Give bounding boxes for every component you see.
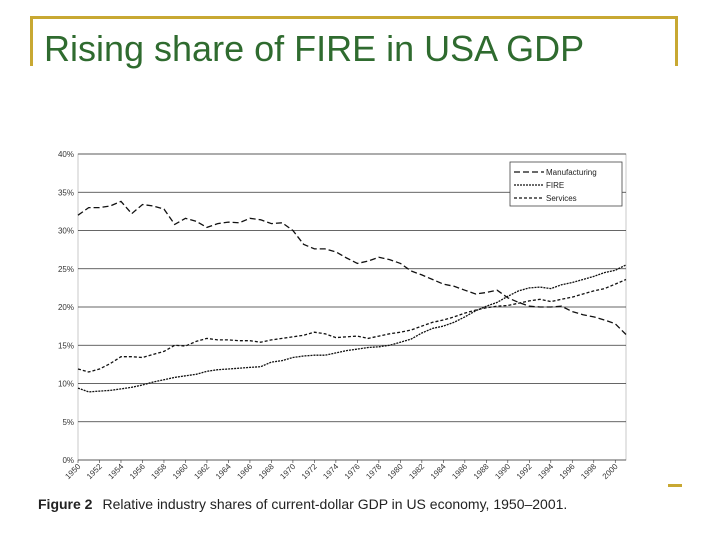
x-tick-label: 1962 (192, 462, 211, 481)
x-tick-label: 1972 (300, 462, 319, 481)
series-line-fire (77, 264, 627, 393)
figure-caption-text: Relative industry shares of current-doll… (102, 496, 568, 512)
x-tick-label: 1960 (171, 462, 190, 481)
series-line-manufacturing (77, 200, 627, 335)
legend-box (509, 161, 623, 207)
x-tick-label: 1974 (321, 462, 340, 481)
x-tick-label: 2000 (601, 462, 620, 481)
x-tick-label: 1986 (450, 462, 469, 481)
x-tick-label: 1978 (364, 462, 383, 481)
slide-title: Rising share of FIRE in USA GDP (44, 28, 585, 69)
x-tick-label: 1968 (257, 462, 276, 481)
series-line-services (77, 278, 627, 373)
x-tick-label: 1990 (493, 462, 512, 481)
y-tick-label: 0% (62, 456, 74, 465)
title-frame-left-rule (30, 16, 33, 66)
legend-label: FIRE (546, 181, 564, 190)
x-tick-label: 1956 (128, 462, 147, 481)
y-tick-label: 10% (58, 380, 74, 389)
x-tick-label: 1976 (343, 462, 362, 481)
x-tick-label: 1954 (106, 462, 125, 481)
y-tick-label: 20% (58, 303, 74, 312)
x-tick-label: 1966 (235, 462, 254, 481)
legend-label: Services (546, 194, 577, 203)
title-frame-right-rule (675, 16, 678, 66)
x-tick-label: 1958 (149, 462, 168, 481)
x-tick-label: 1996 (558, 462, 577, 481)
x-tick-label: 1994 (536, 462, 555, 481)
figure-label: Figure 2 (38, 496, 93, 512)
y-tick-label: 5% (62, 418, 74, 427)
x-tick-label: 1964 (214, 462, 233, 481)
title-frame-top-rule (30, 16, 678, 19)
chart-container: 0% 5% 10% 15% 20% 25% 30% 35% 40% 1950 1952 1954 195… (36, 140, 646, 500)
y-tick-label: 25% (58, 265, 74, 274)
x-tick-label: 1984 (429, 462, 448, 481)
x-tick-label: 1992 (515, 462, 534, 481)
y-tick-label: 15% (58, 341, 74, 350)
slide-corner-accent (668, 484, 682, 487)
x-tick-label: 1982 (407, 462, 426, 481)
y-tick-label: 40% (58, 150, 74, 159)
x-tick-label: 1970 (278, 462, 297, 481)
figure-caption: Figure 2 Relative industry shares of curr… (38, 496, 567, 512)
x-tick-label: 1988 (472, 462, 491, 481)
legend-label: Manufacturing (546, 168, 597, 177)
y-tick-label: 35% (58, 188, 74, 197)
y-tick-label: 30% (58, 227, 74, 236)
x-tick-label: 1952 (85, 462, 104, 481)
line-chart: 0%5%10%15%20%25%30%35%40%1950 1952 1954 195… (58, 150, 627, 481)
x-tick-label: 1998 (579, 462, 598, 481)
x-tick-label: 1980 (386, 462, 405, 481)
